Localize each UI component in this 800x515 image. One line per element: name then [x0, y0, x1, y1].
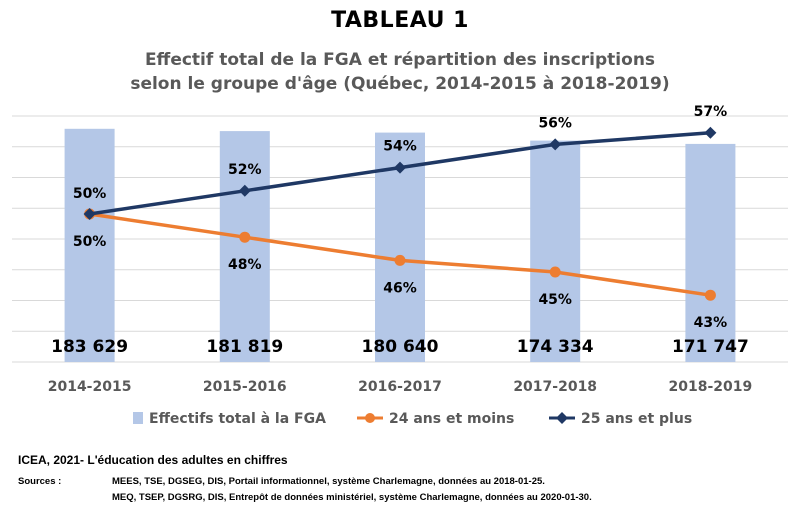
x-tick-label: 2018-2019 — [669, 379, 753, 395]
bar — [530, 140, 581, 362]
legend-label: 25 ans et plus — [581, 411, 692, 427]
line-value-label: 56% — [538, 115, 572, 131]
line-value-label: 57% — [694, 104, 728, 120]
x-tick-label: 2015-2016 — [203, 379, 287, 395]
line-marker — [238, 184, 251, 197]
source-line: MEQ, TSEP, DGSRG, DIS, Entrepôt de donné… — [112, 492, 592, 503]
bar — [64, 128, 115, 362]
legend-label: Effectifs total à la FGA — [149, 411, 326, 427]
x-tick-label: 2017-2018 — [513, 379, 597, 395]
line-value-label: 50% — [73, 234, 107, 250]
line-value-label: 45% — [538, 292, 572, 308]
line-value-labels: 50% 48% 46% 45% 43% 50% 52% 54% 56% 57% — [73, 104, 727, 331]
chart-title: TABLEAU 1 — [331, 8, 469, 33]
x-axis-ticks: 2014-2015 2015-2016 2016-2017 2017-2018 2018… — [48, 379, 753, 395]
line-value-label: 46% — [383, 280, 417, 296]
line-marker — [83, 208, 96, 220]
line-marker — [704, 289, 716, 301]
line-value-label: 54% — [383, 139, 417, 155]
line-marker — [394, 254, 406, 266]
legend-swatch-marker — [365, 413, 375, 423]
bar-value-label: 181 819 — [206, 337, 283, 357]
line-series — [83, 126, 717, 301]
legend-swatch-marker — [556, 412, 568, 424]
source-line: MEES, TSE, DGSEG, DIS, Portail informati… — [112, 476, 545, 487]
subtitle-line-1: Effectif total de la FGA et répartition … — [144, 50, 656, 70]
bar-value-label: 174 334 — [517, 337, 594, 357]
bar-value-label: 180 640 — [362, 337, 439, 357]
line-marker — [549, 138, 562, 151]
x-tick-label: 2014-2015 — [48, 379, 132, 395]
line-value-label: 50% — [73, 186, 107, 202]
chart-subtitle: Effectif total de la FGA et répartition … — [0, 48, 800, 96]
line-marker — [394, 161, 406, 174]
legend: Effectifs total à la FGA 24 ans et moins 2… — [133, 411, 692, 427]
line-marker — [549, 266, 561, 278]
subtitle-line-2: selon le groupe d'âge (Québec, 2014-2015… — [130, 74, 670, 94]
bar — [685, 143, 736, 362]
bar-series — [64, 128, 736, 362]
x-tick-label: 2016-2017 — [358, 379, 442, 395]
legend-swatch-bar — [133, 412, 143, 424]
bar — [219, 131, 270, 362]
line-value-label: 43% — [694, 315, 728, 331]
source-title: ICEA, 2021- L'éducation des adultes en c… — [18, 453, 288, 467]
sources-label: Sources : — [18, 476, 62, 487]
line-value-label: 52% — [228, 162, 262, 178]
bar-value-label: 183 629 — [51, 337, 128, 357]
line-value-label: 48% — [228, 257, 262, 273]
line-marker — [704, 126, 717, 139]
line-marker — [239, 231, 251, 243]
bar-value-labels: 183 629 181 819 180 640 174 334 171 747 — [51, 337, 749, 357]
bar-value-label: 171 747 — [672, 337, 749, 357]
legend-label: 24 ans et moins — [389, 411, 514, 427]
